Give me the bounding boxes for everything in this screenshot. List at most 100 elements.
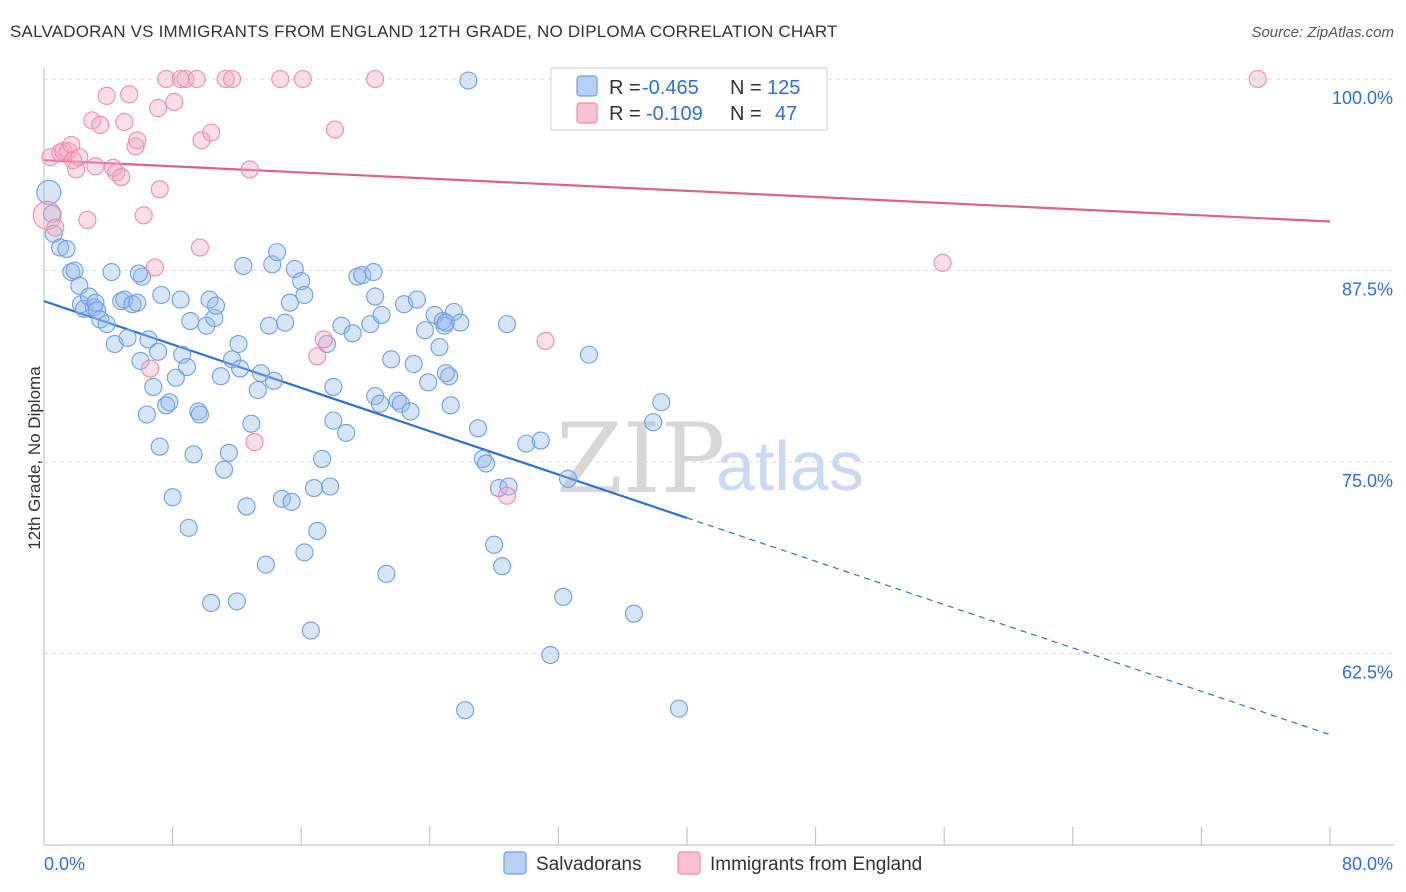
salvadorans-point — [214, 460, 234, 479]
england-point — [115, 112, 134, 131]
salvadorans-point — [497, 315, 517, 334]
salvadorans-point — [237, 497, 256, 516]
salvadorans-point — [459, 71, 478, 90]
salvadorans-point — [189, 402, 208, 421]
england-point — [112, 167, 131, 187]
salvadorans-point — [485, 535, 504, 554]
salvadorans-point — [343, 324, 362, 343]
salvadorans-point — [337, 423, 356, 442]
salvadorans-point — [282, 492, 301, 511]
england-trend — [43, 159, 1331, 223]
watermark-atlas: atlas — [716, 427, 864, 505]
watermark-zip: ZIP — [556, 403, 725, 515]
salvadorans-point — [264, 371, 283, 390]
england-points — [32, 69, 1267, 505]
salvadorans-point — [157, 396, 176, 415]
england-point — [126, 137, 145, 156]
england-point — [325, 120, 345, 139]
salvadorans-point — [440, 367, 459, 386]
legend-n-value-1: 125 — [767, 77, 800, 99]
y-tick-label-3: 62.5% — [1342, 663, 1393, 683]
salvadorans-point — [321, 477, 340, 496]
salvadorans-point — [401, 402, 420, 421]
salvadorans-trend-dashed — [686, 517, 1331, 736]
england-point — [165, 92, 184, 112]
england-point — [314, 330, 333, 349]
salvadorans-point — [295, 543, 314, 562]
salvadorans-point — [295, 285, 314, 305]
salvadorans-point — [51, 238, 70, 257]
england-point — [171, 69, 190, 89]
salvadorans-point — [190, 405, 209, 424]
y-tick-label-2: 75.0% — [1342, 471, 1393, 491]
salvadorans-point — [128, 293, 147, 312]
england-point — [149, 99, 168, 118]
salvadorans-point — [248, 380, 267, 400]
salvadorans-point — [227, 592, 246, 611]
salvadorans-point — [468, 419, 488, 438]
bottom-swatch-england — [677, 851, 701, 875]
england-point — [1248, 69, 1267, 89]
bottom-swatch-salvadorans — [503, 851, 527, 875]
legend-swatch-salvadorans — [576, 75, 598, 97]
salvadorans-points — [36, 71, 689, 720]
salvadorans-point — [305, 478, 324, 498]
salvadorans-point — [441, 396, 460, 415]
legend-r-label-1: R = — [609, 77, 641, 99]
england-point — [70, 148, 89, 167]
england-point — [97, 86, 116, 105]
salvadorans-point — [669, 699, 689, 718]
salvadorans-point — [388, 391, 407, 410]
salvadorans-point — [202, 593, 221, 612]
salvadorans-point — [554, 587, 573, 606]
salvadorans-point — [179, 518, 198, 537]
salvadorans-point — [377, 564, 396, 583]
england-point — [192, 131, 211, 150]
salvadorans-point — [313, 449, 332, 468]
legend-r-value-1: -0.465 — [642, 77, 699, 99]
salvadorans-point — [65, 261, 84, 280]
salvadorans-point — [102, 262, 121, 282]
england-point — [240, 160, 259, 179]
salvadorans-point — [451, 313, 470, 332]
salvadorans-point — [211, 367, 230, 386]
salvadorans-point — [541, 645, 560, 665]
england-point — [134, 206, 153, 225]
salvadorans-point — [97, 315, 116, 334]
england-point — [293, 69, 312, 89]
salvadorans-point — [42, 204, 62, 223]
salvadorans-point — [353, 266, 372, 285]
legend-r-value-2: -0.109 — [646, 103, 703, 125]
england-point — [497, 486, 517, 505]
salvadorans-point — [150, 437, 169, 456]
salvadorans-point — [499, 477, 518, 496]
england-point — [157, 69, 176, 89]
salvadorans-point — [144, 377, 163, 396]
salvadorans-trend-solid — [43, 300, 688, 519]
salvadorans-point — [579, 345, 598, 364]
salvadorans-point — [364, 262, 383, 282]
legend-n-label-2: N = — [730, 103, 762, 125]
y-tick-label-1: 87.5% — [1342, 280, 1393, 300]
salvadorans-point — [419, 373, 438, 392]
salvadorans-point — [531, 431, 550, 450]
salvadorans-point — [57, 240, 76, 259]
x-tick-label-0: 0.0% — [44, 854, 85, 874]
bottom-legend-england: Immigrants from England — [710, 854, 922, 875]
legend-n-value-2: 47 — [775, 103, 797, 125]
salvadorans-point — [558, 469, 578, 488]
england-point — [78, 210, 97, 229]
salvadorans-point — [181, 312, 200, 331]
salvadorans-point — [131, 351, 150, 370]
salvadorans-point — [280, 293, 299, 312]
salvadorans-point — [184, 445, 203, 464]
salvadorans-point — [391, 394, 410, 413]
salvadorans-point — [644, 413, 663, 432]
x-tick-label-1: 80.0% — [1342, 854, 1393, 874]
y-axis-title: 12th Grade, No Diploma — [25, 366, 44, 550]
salvadorans-point — [129, 264, 148, 283]
salvadorans-point — [407, 290, 426, 309]
salvadorans-point — [276, 313, 295, 332]
england-point — [245, 433, 264, 452]
